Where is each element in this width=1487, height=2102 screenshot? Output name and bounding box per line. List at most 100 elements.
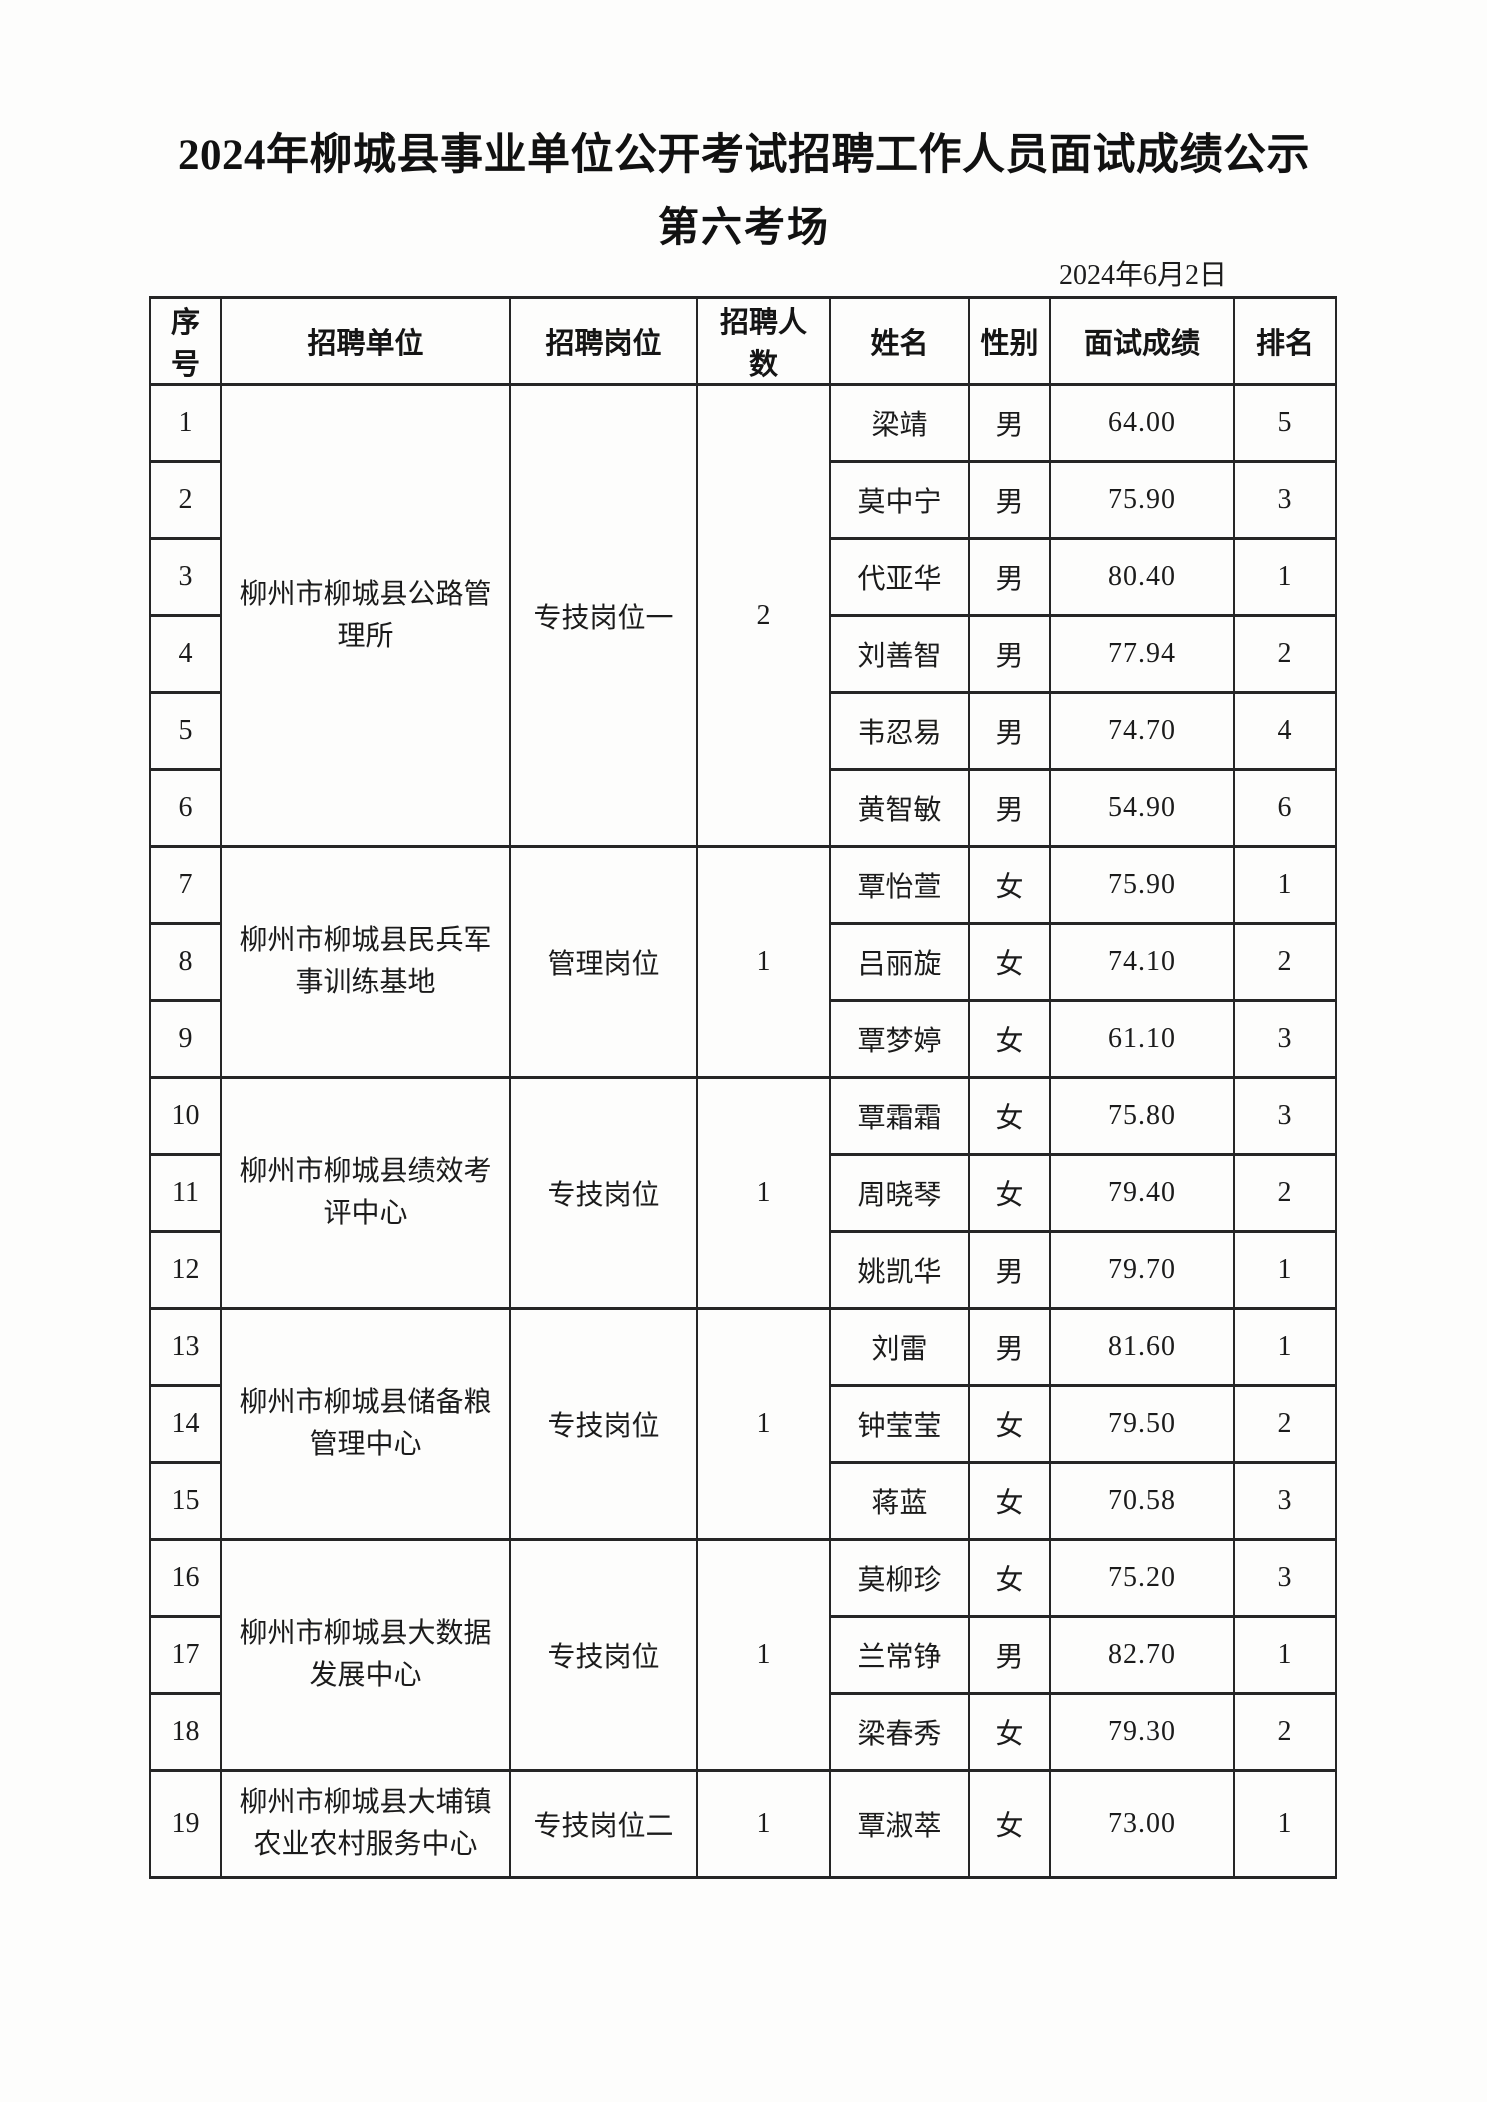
serial-cell: 2 bbox=[149, 460, 222, 540]
rank-cell: 5 bbox=[1233, 383, 1337, 463]
serial-cell: 17 bbox=[149, 1615, 222, 1695]
rank-cell: 2 bbox=[1233, 1692, 1337, 1772]
rank-cell: 2 bbox=[1233, 614, 1337, 694]
rank-cell: 1 bbox=[1233, 1615, 1337, 1695]
name-cell: 覃淑萃 bbox=[829, 1769, 970, 1879]
table-row: 7 柳州市柳城县民兵军事训练基地 管理岗位 1 覃怡萱 女 75.90 1 bbox=[149, 845, 1337, 1079]
score-cell: 81.60 bbox=[1049, 1307, 1235, 1387]
table-header-row: 序号 招聘单位 招聘岗位 招聘人数 姓名 性别 面试成绩 排名 bbox=[149, 296, 1337, 386]
score-cell: 80.40 bbox=[1049, 537, 1235, 617]
gender-cell: 女 bbox=[968, 1692, 1051, 1772]
gender-cell: 女 bbox=[968, 1538, 1051, 1618]
table-row: 9 覃梦婷 女 61.10 3 bbox=[149, 999, 1337, 1079]
table-row: 6 黄智敏 男 54.90 6 bbox=[149, 768, 1337, 848]
rank-cell: 1 bbox=[1233, 1307, 1337, 1387]
header-rank: 排名 bbox=[1233, 296, 1337, 386]
rank-cell: 3 bbox=[1233, 999, 1337, 1079]
position-cell: 专技岗位 bbox=[509, 1307, 698, 1541]
name-cell: 兰常铮 bbox=[829, 1615, 970, 1695]
rank-cell: 6 bbox=[1233, 768, 1337, 848]
table-row: 5 韦忍易 男 74.70 4 bbox=[149, 691, 1337, 771]
name-cell: 梁春秀 bbox=[829, 1692, 970, 1772]
gender-cell: 男 bbox=[968, 691, 1051, 771]
unit-cell: 柳州市柳城县储备粮管理中心 bbox=[220, 1307, 511, 1541]
gender-cell: 男 bbox=[968, 1615, 1051, 1695]
score-cell: 54.90 bbox=[1049, 768, 1235, 848]
name-cell: 覃霜霜 bbox=[829, 1076, 970, 1156]
page-subtitle: 第六考场 bbox=[658, 204, 830, 250]
table-row: 2 莫中宁 男 75.90 3 bbox=[149, 460, 1337, 540]
rank-cell: 3 bbox=[1233, 1538, 1337, 1618]
table-row: 17 兰常铮 男 82.70 1 bbox=[149, 1615, 1337, 1695]
name-cell: 代亚华 bbox=[829, 537, 970, 617]
serial-cell: 18 bbox=[149, 1692, 222, 1772]
name-cell: 周晓琴 bbox=[829, 1153, 970, 1233]
header-position: 招聘岗位 bbox=[509, 296, 698, 386]
table-row: 12 姚凯华 男 79.70 1 bbox=[149, 1230, 1337, 1310]
position-cell: 专技岗位二 bbox=[509, 1769, 698, 1879]
score-cell: 74.10 bbox=[1049, 922, 1235, 1002]
name-cell: 莫中宁 bbox=[829, 460, 970, 540]
gender-cell: 女 bbox=[968, 1461, 1051, 1541]
gender-cell: 男 bbox=[968, 537, 1051, 617]
date-label: 2024年6月2日 bbox=[1058, 260, 1227, 291]
score-cell: 75.90 bbox=[1049, 460, 1235, 540]
headcount-cell: 1 bbox=[696, 1307, 831, 1541]
table-row: 11 周晓琴 女 79.40 2 bbox=[149, 1153, 1337, 1233]
rank-cell: 3 bbox=[1233, 460, 1337, 540]
serial-cell: 11 bbox=[149, 1153, 222, 1233]
headcount-cell: 1 bbox=[696, 1769, 831, 1879]
score-cell: 82.70 bbox=[1049, 1615, 1235, 1695]
rank-cell: 1 bbox=[1233, 1230, 1337, 1310]
results-table: 序号 招聘单位 招聘岗位 招聘人数 姓名 性别 面试成绩 排名 1 柳州市柳城县… bbox=[149, 296, 1337, 1879]
header-headcount: 招聘人数 bbox=[696, 296, 831, 386]
name-cell: 梁靖 bbox=[829, 383, 970, 463]
serial-cell: 13 bbox=[149, 1307, 222, 1387]
score-cell: 77.94 bbox=[1049, 614, 1235, 694]
header-gender: 性别 bbox=[968, 296, 1051, 386]
serial-cell: 10 bbox=[149, 1076, 222, 1156]
table-row: 15 蒋蓝 女 70.58 3 bbox=[149, 1461, 1337, 1541]
serial-cell: 3 bbox=[149, 537, 222, 617]
name-cell: 莫柳珍 bbox=[829, 1538, 970, 1618]
score-cell: 79.70 bbox=[1049, 1230, 1235, 1310]
gender-cell: 女 bbox=[968, 1153, 1051, 1233]
headcount-cell: 1 bbox=[696, 1538, 831, 1772]
gender-cell: 女 bbox=[968, 999, 1051, 1079]
headcount-cell: 2 bbox=[696, 383, 831, 848]
score-cell: 64.00 bbox=[1049, 383, 1235, 463]
name-cell: 韦忍易 bbox=[829, 691, 970, 771]
score-cell: 79.40 bbox=[1049, 1153, 1235, 1233]
gender-cell: 男 bbox=[968, 460, 1051, 540]
rank-cell: 4 bbox=[1233, 691, 1337, 771]
rank-cell: 2 bbox=[1233, 1153, 1337, 1233]
position-cell: 专技岗位一 bbox=[509, 383, 698, 848]
rank-cell: 1 bbox=[1233, 1769, 1337, 1879]
gender-cell: 男 bbox=[968, 383, 1051, 463]
name-cell: 覃梦婷 bbox=[829, 999, 970, 1079]
name-cell: 钟莹莹 bbox=[829, 1384, 970, 1464]
rank-cell: 1 bbox=[1233, 537, 1337, 617]
gender-cell: 男 bbox=[968, 1307, 1051, 1387]
gender-cell: 女 bbox=[968, 845, 1051, 925]
table-row: 10 柳州市柳城县绩效考评中心 专技岗位 1 覃霜霜 女 75.80 3 bbox=[149, 1076, 1337, 1310]
serial-cell: 14 bbox=[149, 1384, 222, 1464]
table-row: 3 代亚华 男 80.40 1 bbox=[149, 537, 1337, 617]
table-row: 13 柳州市柳城县储备粮管理中心 专技岗位 1 刘雷 男 81.60 1 bbox=[149, 1307, 1337, 1541]
unit-cell: 柳州市柳城县绩效考评中心 bbox=[220, 1076, 511, 1310]
serial-cell: 12 bbox=[149, 1230, 222, 1310]
serial-cell: 16 bbox=[149, 1538, 222, 1618]
name-cell: 覃怡萱 bbox=[829, 845, 970, 925]
gender-cell: 女 bbox=[968, 1076, 1051, 1156]
unit-cell: 柳州市柳城县公路管理所 bbox=[220, 383, 511, 848]
score-cell: 79.50 bbox=[1049, 1384, 1235, 1464]
serial-cell: 1 bbox=[149, 383, 222, 463]
rank-cell: 2 bbox=[1233, 1384, 1337, 1464]
position-cell: 专技岗位 bbox=[509, 1076, 698, 1310]
table-row: 1 柳州市柳城县公路管理所 专技岗位一 2 梁靖 男 64.00 5 bbox=[149, 383, 1337, 848]
headcount-cell: 1 bbox=[696, 845, 831, 1079]
name-cell: 刘善智 bbox=[829, 614, 970, 694]
document-content: 2024年柳城县事业单位公开考试招聘工作人员面试成绩公示 第六考场 2024年6… bbox=[149, 0, 1339, 1879]
rank-cell: 3 bbox=[1233, 1076, 1337, 1156]
